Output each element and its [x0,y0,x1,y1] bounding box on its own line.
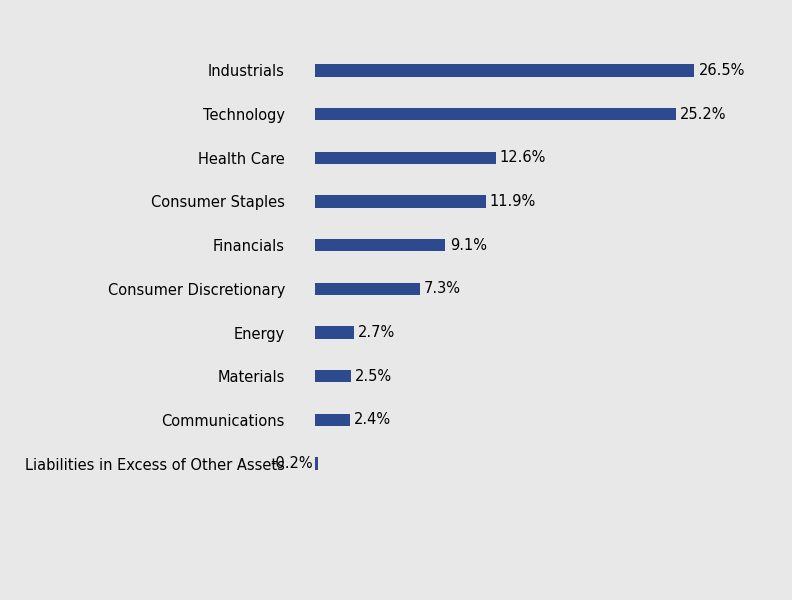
Text: 26.5%: 26.5% [699,63,745,78]
Text: 25.2%: 25.2% [680,107,726,122]
Text: 9.1%: 9.1% [450,238,487,253]
Bar [315,64,695,77]
Bar [315,108,676,120]
Bar [315,414,349,426]
Bar [315,326,354,338]
Text: 2.7%: 2.7% [358,325,395,340]
Text: 2.4%: 2.4% [354,412,391,427]
Text: 2.5%: 2.5% [356,369,393,384]
Bar [315,457,318,470]
Bar [315,196,485,208]
Bar [315,283,420,295]
Text: 7.3%: 7.3% [424,281,461,296]
Bar [315,239,445,251]
Text: 11.9%: 11.9% [489,194,536,209]
Text: -0.2%: -0.2% [271,456,313,471]
Text: 12.6%: 12.6% [500,150,546,165]
Bar [315,370,351,382]
Bar [315,152,496,164]
